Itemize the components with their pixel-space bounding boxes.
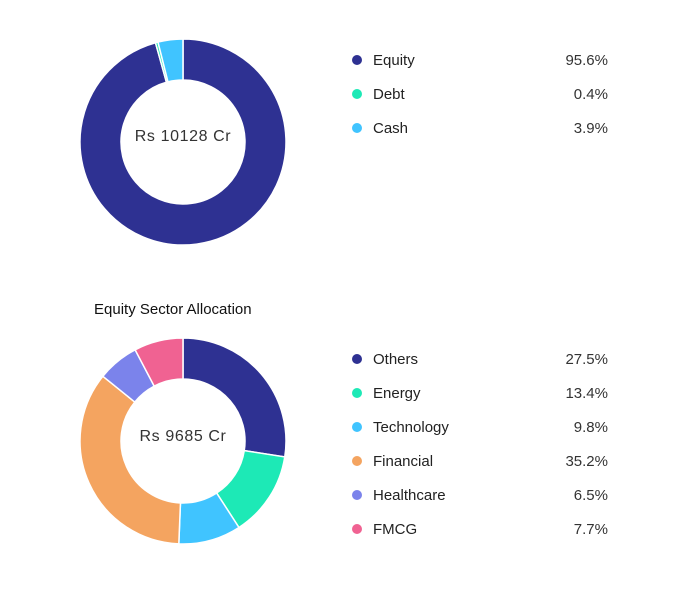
legend-value: 35.2% — [565, 452, 608, 470]
legend-value: 95.6% — [565, 51, 608, 69]
legend-value: 3.9% — [573, 119, 608, 137]
legend-swatch — [352, 89, 362, 99]
legend-item-cash: Cash 3.9% — [352, 111, 608, 145]
legend-label: Energy — [373, 384, 421, 402]
sector-allocation-chart: Equity Sector Allocation Rs 9685 Cr Othe… — [0, 270, 688, 600]
legend-item-equity: Equity 95.6% — [352, 43, 608, 77]
legend-label: Technology — [373, 418, 449, 436]
legend-swatch — [352, 524, 362, 534]
asset-donut — [80, 39, 286, 245]
asset-total-label: Rs 10128 Cr — [134, 128, 232, 145]
slice-financial — [80, 375, 182, 544]
asset-legend: Equity 95.6% Debt 0.4% Cash 3.9% — [352, 43, 608, 145]
legend-item-financial: Financial 35.2% — [352, 444, 608, 478]
legend-value: 9.8% — [573, 418, 608, 436]
legend-item-others: Others 27.5% — [352, 342, 608, 376]
sector-legend: Others 27.5% Energy 13.4% Technology 9.8% Fina… — [352, 342, 608, 546]
legend-value: 0.4% — [573, 85, 608, 103]
legend-label: Financial — [373, 452, 434, 470]
legend-value: 13.4% — [565, 384, 608, 402]
legend-label: Cash — [373, 119, 409, 137]
sector-total-label: Rs 9685 Cr — [139, 428, 227, 445]
legend-item-debt: Debt 0.4% — [352, 77, 608, 111]
asset-allocation-chart: Rs 10128 Cr Equity 95.6% Debt 0.4% Cash 3.9% — [0, 0, 688, 270]
slice-fmcg — [134, 338, 184, 388]
legend-swatch — [352, 422, 362, 432]
legend-value: 7.7% — [573, 520, 608, 538]
legend-item-healthcare: Healthcare 6.5% — [352, 478, 608, 512]
legend-item-energy: Energy 13.4% — [352, 376, 608, 410]
legend-label: FMCG — [373, 520, 418, 538]
legend-label: Others — [373, 350, 419, 368]
legend-swatch — [352, 123, 362, 133]
legend-swatch — [352, 388, 362, 398]
legend-swatch — [352, 354, 362, 364]
slice-cash — [157, 39, 184, 83]
sector-chart-title: Equity Sector Allocation — [94, 301, 252, 318]
legend-item-fmcg: FMCG 7.7% — [352, 512, 608, 546]
legend-swatch — [352, 490, 362, 500]
legend-value: 6.5% — [573, 486, 608, 504]
legend-swatch — [352, 55, 362, 65]
sector-donut — [80, 338, 286, 544]
legend-label: Healthcare — [373, 486, 446, 504]
legend-swatch — [352, 456, 362, 466]
slice-equity — [80, 39, 286, 245]
legend-label: Equity — [373, 51, 415, 69]
legend-item-technology: Technology 9.8% — [352, 410, 608, 444]
legend-value: 27.5% — [565, 350, 608, 368]
legend-label: Debt — [373, 85, 405, 103]
slice-others — [182, 338, 286, 458]
